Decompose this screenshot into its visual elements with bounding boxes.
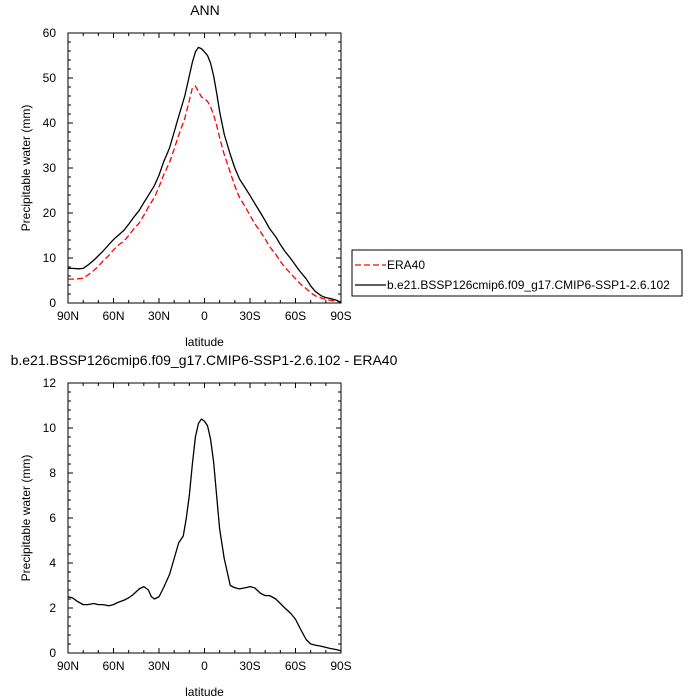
top-y-tick-label: 60: [43, 26, 57, 40]
bottom-chart-ticks: 90N 60N 30N 0 30S 60S 90S 0 2 4 6 8 10 12: [43, 376, 352, 673]
legend-label-model: b.e21.BSSP126cmip6.f09_g17.CMIP6-SSP1-2.…: [387, 278, 670, 292]
top-x-tick-label: 60S: [285, 309, 306, 323]
top-y-tick-label: 20: [43, 206, 57, 220]
bottom-chart: b.e21.BSSP126cmip6.f09_g17.CMIP6-SSP1-2.…: [11, 352, 398, 699]
bottom-x-tick-label: 60N: [102, 659, 124, 673]
top-chart-title: ANN: [190, 2, 220, 18]
bottom-x-tick-label: 30N: [148, 659, 170, 673]
top-x-tick-label: 90S: [330, 309, 351, 323]
bottom-y-tick-label: 8: [49, 466, 56, 480]
top-y-tick-label: 40: [43, 116, 57, 130]
top-x-tick-label: 30N: [148, 309, 170, 323]
bottom-y-tick-label: 2: [49, 601, 56, 615]
top-y-tick-label: 0: [49, 296, 56, 310]
top-chart-ylabel: Precipitable water (mm): [19, 105, 33, 232]
bottom-y-tick-label: 0: [49, 646, 56, 660]
top-y-tick-label: 50: [43, 71, 57, 85]
top-y-tick-label: 30: [43, 161, 57, 175]
bottom-x-tick-label: 90S: [330, 659, 351, 673]
bottom-x-tick-label: 0: [201, 659, 208, 673]
top-series-line-1: [68, 46, 342, 303]
legend: ERA40 b.e21.BSSP126cmip6.f09_g17.CMIP6-S…: [351, 249, 683, 297]
top-y-tick-label: 10: [43, 251, 57, 265]
top-x-tick-label: 60N: [102, 309, 124, 323]
top-x-tick-label: 90N: [57, 309, 79, 323]
bottom-chart-ylabel: Precipitable water (mm): [19, 455, 33, 582]
bottom-x-tick-label: 60S: [285, 659, 306, 673]
top-chart-xlabel: latitude: [185, 335, 224, 349]
bottom-y-tick-label: 4: [49, 556, 56, 570]
bottom-series-line-0: [67, 418, 342, 652]
bottom-chart-frame: [67, 382, 342, 654]
top-chart-series: [68, 46, 342, 303]
bottom-chart-xlabel: latitude: [185, 685, 224, 699]
top-chart-frame: [67, 32, 342, 304]
bottom-chart-title: b.e21.BSSP126cmip6.f09_g17.CMIP6-SSP1-2.…: [11, 352, 398, 368]
top-x-tick-label: 30S: [239, 309, 260, 323]
bottom-chart-series: [67, 418, 342, 652]
bottom-x-tick-label: 30S: [239, 659, 260, 673]
bottom-y-tick-label: 10: [43, 421, 57, 435]
top-chart: ANN 90N 60N 30N 0 30S 60S 90S 0 10 20 30 40 50 60 lat…: [19, 2, 352, 349]
bottom-x-tick-label: 90N: [57, 659, 79, 673]
top-x-tick-label: 0: [201, 309, 208, 323]
legend-box: [351, 249, 683, 297]
legend-label-era40: ERA40: [387, 258, 425, 272]
bottom-y-tick-label: 12: [43, 376, 57, 390]
top-series-line-0: [68, 85, 342, 303]
bottom-y-tick-label: 6: [49, 511, 56, 525]
top-chart-ticks: 90N 60N 30N 0 30S 60S 90S 0 10 20 30 40 50 60: [43, 26, 352, 323]
